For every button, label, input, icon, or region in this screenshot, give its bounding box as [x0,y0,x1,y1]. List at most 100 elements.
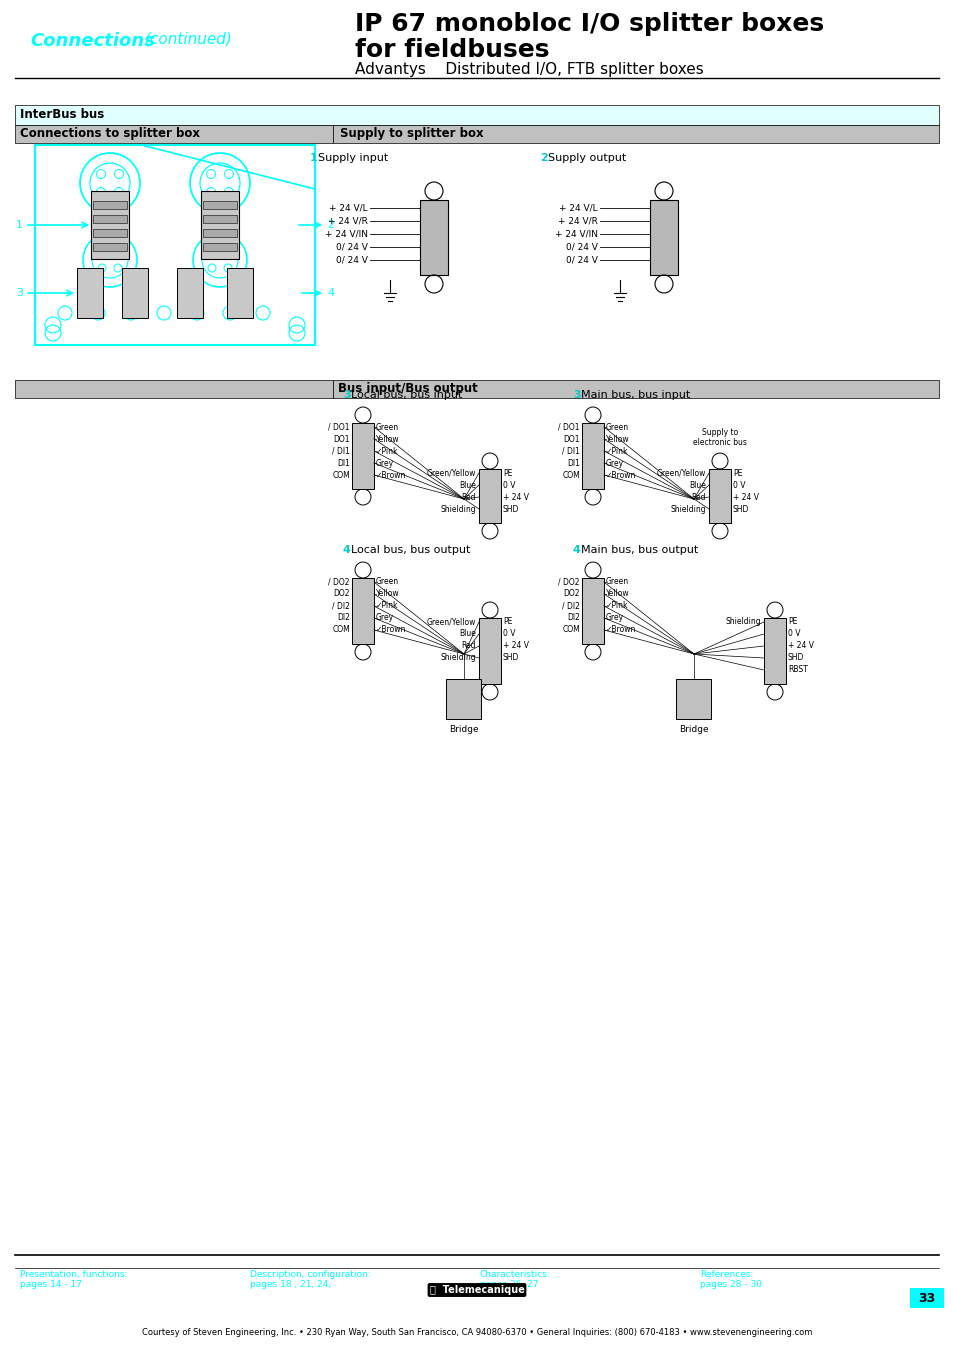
Text: Supply to
electronic bus: Supply to electronic bus [692,428,746,447]
Text: Green: Green [375,423,398,432]
Bar [581,423,603,489]
Text: Green/Yellow: Green/Yellow [426,468,476,478]
Text: / DI1: / DI1 [332,447,350,455]
Text: ✓Brown: ✓Brown [375,625,406,634]
Text: Advantys    Distributed I/O, FTB splitter boxes: Advantys Distributed I/O, FTB splitter b… [355,62,703,77]
Bar [333,379,938,398]
Text: (continued): (continued) [145,32,233,47]
Bar [92,230,127,238]
Text: InterBus bus: InterBus bus [20,108,104,122]
Text: + 24 V: + 24 V [502,641,529,651]
Text: / DO2: / DO2 [558,578,579,586]
Text: + 24 V/L: + 24 V/L [329,204,368,212]
Bar [203,230,236,238]
Bar [352,423,374,489]
Text: Bus input/Bus output: Bus input/Bus output [337,382,477,396]
Text: Ⓣ  Telemecanique: Ⓣ Telemecanique [429,1285,524,1295]
Text: Courtesy of Steven Engineering, Inc. • 230 Ryan Way, South San Francisco, CA 940: Courtesy of Steven Engineering, Inc. • 2… [142,1328,811,1336]
Text: Grey: Grey [375,459,394,467]
Text: / DO1: / DO1 [558,423,579,432]
Text: + 24 V/L: + 24 V/L [558,204,598,212]
Text: DO1: DO1 [334,435,350,444]
Text: Yellow: Yellow [605,435,629,444]
Text: Main bus, bus output: Main bus, bus output [580,545,698,555]
Bar [77,269,103,319]
Text: 0 V: 0 V [502,629,515,639]
Text: COM: COM [332,471,350,479]
Bar [649,200,678,275]
Text: Connections: Connections [30,32,154,50]
Text: / DI1: / DI1 [561,447,579,455]
Text: / DO2: / DO2 [328,578,350,586]
Text: DO2: DO2 [563,590,579,598]
Text: Supply to splitter box: Supply to splitter box [339,127,483,140]
Text: Bridge: Bridge [679,725,708,734]
Bar [419,200,448,275]
Bar [333,126,938,143]
Text: ✓Pink: ✓Pink [375,602,398,610]
Text: References:
pages 28 - 30: References: pages 28 - 30 [700,1270,761,1289]
Text: DI2: DI2 [566,613,579,622]
Text: PE: PE [787,617,797,626]
Text: 4: 4 [343,545,351,555]
Text: 0/ 24 V: 0/ 24 V [335,243,368,251]
Text: + 24 V/IN: + 24 V/IN [325,230,368,239]
Text: 0 V: 0 V [787,629,800,639]
Bar [203,215,236,223]
Text: Green: Green [605,423,628,432]
Text: Local bus, bus output: Local bus, bus output [351,545,470,555]
Text: ✓Pink: ✓Pink [605,447,628,455]
Text: / DI2: / DI2 [561,602,579,610]
Bar [227,269,253,319]
Text: Red: Red [461,641,476,651]
Text: DI1: DI1 [566,459,579,467]
Text: for fieldbuses: for fieldbuses [355,38,549,62]
Text: 0/ 24 V: 0/ 24 V [565,255,598,265]
Text: PE: PE [502,468,512,478]
Text: ✓Pink: ✓Pink [375,447,398,455]
Bar [92,243,127,251]
Text: ✓Brown: ✓Brown [375,471,406,479]
Text: + 24 V/R: + 24 V/R [558,216,598,225]
Text: PE: PE [502,617,512,626]
Text: 2: 2 [539,153,547,163]
Text: DO1: DO1 [563,435,579,444]
Text: Red: Red [691,493,705,501]
Bar [909,1288,943,1308]
Text: Characteristics:
pages 26, 27: Characteristics: pages 26, 27 [479,1270,550,1289]
Text: Green: Green [375,578,398,586]
Bar [91,190,129,259]
Bar [15,379,333,398]
Text: SHD: SHD [502,505,518,513]
Text: ✓Brown: ✓Brown [605,625,636,634]
Bar [15,126,333,143]
Text: Green/Yellow: Green/Yellow [426,617,476,626]
Text: 4: 4 [327,288,334,298]
Text: COM: COM [561,625,579,634]
Text: PE: PE [732,468,741,478]
Text: + 24 V: + 24 V [502,493,529,501]
Text: / DO1: / DO1 [328,423,350,432]
Text: Description, configuration:
pages 18 , 21, 24,: Description, configuration: pages 18 , 2… [250,1270,370,1289]
Text: SHD: SHD [787,653,803,663]
Text: + 24 V/IN: + 24 V/IN [555,230,598,239]
Text: Shielding: Shielding [440,505,476,513]
Bar [35,144,314,346]
Text: Green/Yellow: Green/Yellow [656,468,705,478]
Text: Main bus, bus input: Main bus, bus input [580,390,690,400]
Bar [177,269,203,319]
Text: Local bus, bus input: Local bus, bus input [351,390,462,400]
Text: 1: 1 [16,220,23,230]
Text: 0/ 24 V: 0/ 24 V [335,255,368,265]
Bar [763,618,785,684]
Text: 1: 1 [310,153,317,163]
Text: COM: COM [561,471,579,479]
Text: Blue: Blue [688,481,705,490]
Text: Shielding: Shielding [440,653,476,663]
Bar [708,468,730,522]
Text: Presentation, functions:
pages 14 - 17: Presentation, functions: pages 14 - 17 [20,1270,128,1289]
Text: Yellow: Yellow [375,435,399,444]
Bar [478,468,500,522]
Text: Bridge: Bridge [449,725,478,734]
Bar [122,269,148,319]
